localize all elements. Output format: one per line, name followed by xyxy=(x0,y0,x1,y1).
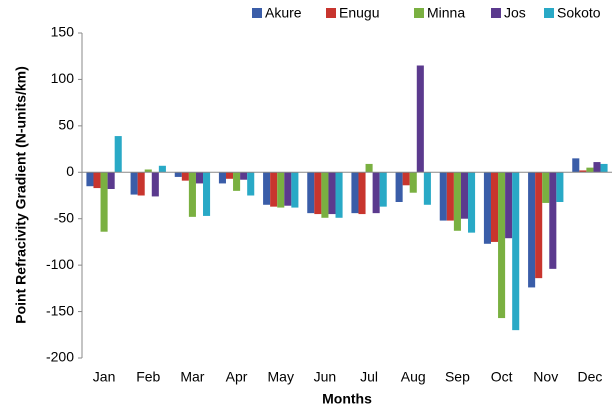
bar xyxy=(277,172,285,208)
bar xyxy=(225,172,234,179)
legend-swatch xyxy=(326,8,336,18)
bar xyxy=(144,169,152,173)
bar xyxy=(416,65,424,173)
x-tick-label: May xyxy=(268,369,294,385)
bar xyxy=(314,172,322,215)
bar xyxy=(130,172,138,195)
x-tick-label: Nov xyxy=(533,369,558,385)
y-tick-label: -100 xyxy=(46,256,74,272)
y-tick-label: 150 xyxy=(51,24,75,40)
bar xyxy=(188,172,196,217)
bar xyxy=(453,172,461,231)
bar xyxy=(586,167,594,173)
bar xyxy=(335,172,343,218)
bar xyxy=(439,172,447,221)
legend-swatch xyxy=(252,8,262,18)
bar xyxy=(572,158,580,173)
bar xyxy=(579,170,587,173)
bar xyxy=(321,172,329,218)
bar xyxy=(291,172,299,208)
bar xyxy=(395,172,403,202)
x-tick-label: Jun xyxy=(314,369,337,385)
bar xyxy=(365,163,373,173)
legend-swatch xyxy=(544,8,554,18)
x-axis-label: Months xyxy=(322,391,372,407)
bar xyxy=(490,172,499,242)
bar xyxy=(284,172,292,206)
bar xyxy=(379,172,387,207)
bar xyxy=(409,172,417,193)
legend-label: Jos xyxy=(504,5,526,21)
x-tick-label: Aug xyxy=(401,369,426,385)
bar xyxy=(498,172,506,319)
bar xyxy=(483,172,491,244)
bar xyxy=(423,172,431,205)
bar xyxy=(402,172,410,186)
bar xyxy=(307,172,315,214)
bar xyxy=(107,172,115,189)
bar xyxy=(328,172,336,215)
bar xyxy=(372,172,380,214)
bar xyxy=(542,172,550,203)
bar xyxy=(549,172,557,269)
bar xyxy=(263,172,271,205)
bar xyxy=(233,172,241,191)
bar xyxy=(181,172,189,181)
legend-label: Sokoto xyxy=(557,5,601,21)
bar xyxy=(137,172,145,196)
legend-swatch xyxy=(491,8,501,18)
bar xyxy=(512,172,520,331)
y-tick-label: 50 xyxy=(58,117,74,133)
y-axis-label: Point Refracivity Gradient (N-units/km) xyxy=(13,66,29,323)
y-tick-label: -150 xyxy=(46,302,74,318)
bar xyxy=(270,172,278,207)
bar xyxy=(556,172,564,202)
bar xyxy=(535,172,543,279)
bar xyxy=(351,172,359,214)
legend-label: Enugu xyxy=(339,5,379,21)
bar xyxy=(247,172,255,196)
bar xyxy=(593,162,601,173)
bar xyxy=(114,136,122,173)
bar xyxy=(240,172,248,180)
x-tick-label: Apr xyxy=(226,369,248,385)
bar xyxy=(528,172,536,288)
x-tick-label: Jul xyxy=(360,369,378,385)
bar xyxy=(86,172,94,187)
bar xyxy=(218,172,226,184)
bar xyxy=(174,172,182,177)
x-tick-label: Oct xyxy=(491,369,513,385)
x-tick-label: Sep xyxy=(445,369,470,385)
x-tick-label: Mar xyxy=(180,369,204,385)
bar xyxy=(158,165,166,173)
bar xyxy=(468,172,476,233)
y-tick-label: -50 xyxy=(54,209,74,225)
y-tick-label: 0 xyxy=(66,163,74,179)
legend-label: Minna xyxy=(427,5,465,21)
bar xyxy=(93,172,101,189)
bar xyxy=(100,172,108,232)
y-tick-label: -200 xyxy=(46,349,74,365)
x-tick-label: Dec xyxy=(577,369,602,385)
bar xyxy=(600,163,608,173)
bar xyxy=(460,172,469,219)
bar xyxy=(505,172,513,239)
bar xyxy=(358,172,366,215)
legend-label: Akure xyxy=(265,5,302,21)
bar xyxy=(203,172,211,216)
legend-swatch xyxy=(414,8,424,18)
bar xyxy=(151,172,159,197)
y-tick-label: 100 xyxy=(51,70,75,86)
x-tick-label: Feb xyxy=(136,369,160,385)
bar xyxy=(195,172,204,184)
bar xyxy=(446,172,454,221)
x-tick-label: Jan xyxy=(93,369,116,385)
